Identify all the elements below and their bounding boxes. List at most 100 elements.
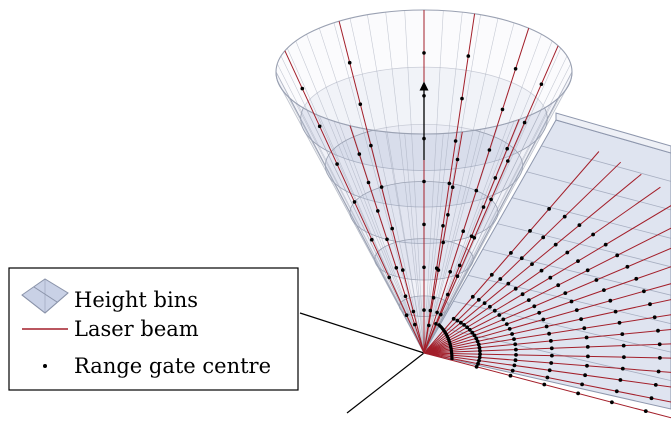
fan-range-gate-dot (547, 331, 551, 336)
fan-range-gate-dot (576, 391, 580, 396)
fan-range-gate-dot (585, 268, 590, 273)
cone-range-gate-dot (317, 124, 322, 129)
fan-range-gate-dot (545, 375, 550, 380)
fan-range-gate-dot (579, 317, 583, 321)
fan-bin-edge (453, 300, 671, 353)
cone-surface-line (333, 121, 425, 354)
cone-range-gate-dot (446, 213, 450, 217)
fan-range-gate-dot (556, 283, 561, 288)
cone-surface-line (423, 55, 568, 354)
fan-range-gate-dot (504, 322, 509, 326)
cone-range-gate-dot (434, 322, 438, 326)
fan-range-gate-dot (563, 291, 568, 295)
cone-range-gate-dot (379, 185, 384, 189)
cone-range-gate-dot (387, 275, 392, 280)
fan-range-gate-dot (580, 382, 584, 387)
fan-range-gate-dot (603, 242, 608, 247)
cone-range-gate-dot (505, 146, 510, 151)
legend-label-height-bins: Height bins (74, 288, 198, 312)
cone-surface-line (423, 12, 463, 354)
cone-range-gate-dot (441, 224, 445, 228)
fan-range-gate-dot (614, 389, 619, 394)
cone-range-gate-dot (489, 197, 493, 202)
fan-range-gate-dot (507, 327, 512, 331)
fan-range-gate-dot (586, 354, 590, 359)
cone-range-gate-dot (422, 308, 426, 312)
fan-range-gate-dot (467, 327, 472, 332)
cone-range-gate-dot (506, 159, 510, 163)
cone-range-gate-dot (472, 236, 477, 240)
fan-range-gate-dot (608, 298, 613, 303)
fan-range-gate-dot (513, 358, 518, 363)
fan-range-gate-dot (539, 268, 544, 273)
fan-range-gate-dot (549, 346, 554, 351)
fan-range-gate-dot (475, 339, 480, 344)
cone-range-gate-dot (347, 60, 352, 65)
cone-range-gate-dot (403, 294, 408, 299)
fan-range-gate-dot (617, 320, 622, 325)
elevation-arc-icon (436, 322, 454, 361)
cone-range-gate-dot (441, 240, 446, 245)
fan-range-gate-dot (482, 301, 487, 305)
fan-range-gate-dot (652, 315, 657, 320)
fan-range-gate-dot (513, 286, 518, 291)
cone-surface-line (295, 40, 425, 354)
cone-surface-line (404, 133, 425, 354)
fan-range-gate-dot (625, 264, 630, 269)
fan-range-gate-dot (547, 368, 552, 373)
cone-range-gate-dot (385, 237, 389, 242)
fan-range-gate-dot (553, 242, 558, 247)
fan-range-gate-dot (530, 262, 534, 266)
cone-range-gate-dot (404, 313, 409, 318)
cone-range-gate-dot (352, 200, 357, 204)
fan-range-gate-dot (455, 318, 460, 323)
cone-range-gate-dot (446, 292, 450, 297)
fan-bin-edge (526, 171, 671, 211)
legend: Height bins Laser beam Range gate centre (8, 267, 299, 391)
fan-range-gate-dot (477, 355, 482, 360)
fan-range-gate-dot (514, 347, 518, 352)
cone-surface-line (275, 71, 425, 354)
fan-range-gate-dot (474, 364, 479, 369)
fan-range-gate-dot (549, 339, 553, 343)
fan-range-gate-dot (642, 289, 646, 294)
fan-range-gate-dot (474, 336, 479, 341)
fan-range-gate-dot (472, 333, 477, 338)
fan-range-gate-dot (634, 276, 639, 281)
fan-range-gate-dot (591, 232, 595, 237)
cone-range-gate-dot (493, 176, 498, 180)
cone-range-gate-dot (439, 312, 443, 317)
fan-range-gate-dot (649, 396, 654, 401)
cone-surface-line (349, 18, 425, 354)
fan-range-gate-dot (620, 366, 625, 371)
fan-range-gate-dot (528, 229, 532, 233)
cone-range-gate-dot (357, 152, 362, 156)
cone-surface-line (423, 87, 568, 354)
height-bin-slabs (423, 112, 671, 410)
fan-bin-edge (482, 249, 671, 296)
cone-range-gate-dot (358, 102, 363, 106)
fan-range-gate-dot (658, 356, 662, 360)
fan-range-gate-dot (542, 382, 547, 387)
cone-range-gate-dot (450, 185, 455, 189)
cone-range-gate-dot (447, 181, 452, 186)
cone-range-gate-dot (427, 323, 431, 328)
fan-range-gate-dot (477, 345, 482, 350)
cone-range-gate-dot (422, 179, 426, 184)
fan-range-gate-dot (656, 328, 660, 333)
cone-range-gate-dot (422, 51, 426, 55)
fan-range-gate-dot (476, 342, 481, 347)
fan-range-gate-dot (465, 325, 469, 330)
fan-bin-edge (497, 223, 671, 268)
cone-range-gate-dot (461, 229, 466, 233)
cone-surface-line (423, 63, 571, 354)
cone-surface-line (423, 18, 499, 354)
fan-range-gate-dot (541, 235, 546, 240)
fan-range-gate-dot (576, 259, 580, 263)
cone-surface-line (423, 22, 515, 354)
fan-range-gate-dot (462, 323, 466, 327)
fan-range-gate-dot (577, 223, 582, 228)
cone-surface-line (423, 34, 542, 354)
fan-range-gate-dot (613, 309, 618, 314)
cone-range-gate-centres (300, 51, 544, 328)
